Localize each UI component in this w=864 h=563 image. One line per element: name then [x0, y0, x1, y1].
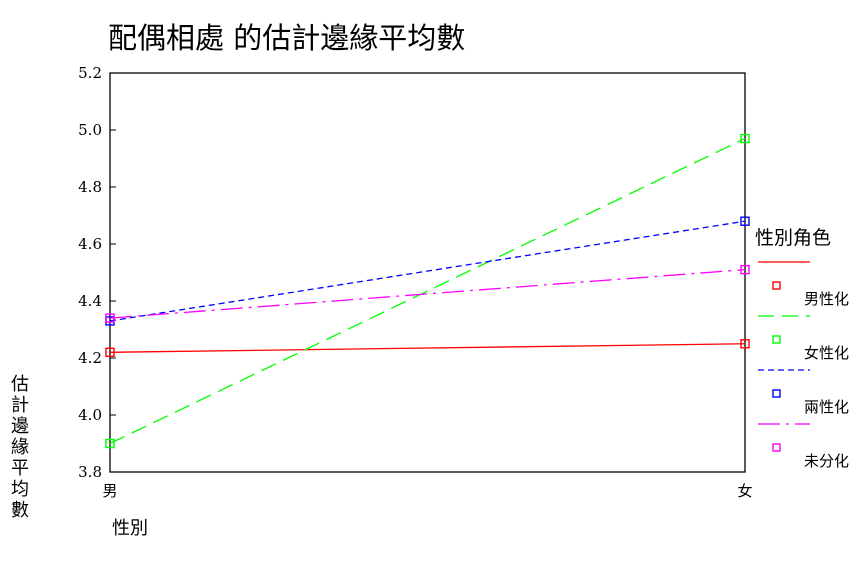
y-tick-label: 4.6 [78, 235, 102, 253]
series-line [109, 137, 746, 445]
legend-marker-sample [772, 281, 781, 290]
y-tick-label: 4.8 [78, 178, 102, 196]
legend-marker-sample [772, 443, 781, 452]
data-point-marker [105, 347, 115, 357]
y-axis-label-char: 估 [11, 374, 29, 395]
plot-area [109, 72, 746, 473]
x-tick-label: 女 [737, 482, 752, 500]
y-tick-label: 4.4 [78, 292, 102, 310]
data-point-marker [740, 339, 750, 349]
legend-title: 性別角色 [755, 227, 831, 249]
data-point-marker [740, 216, 750, 226]
y-tick-label: 4.0 [78, 406, 102, 424]
y-axis-label-char: 數 [11, 500, 29, 521]
data-point-marker [740, 133, 750, 144]
y-axis-label-char: 均 [11, 479, 29, 500]
x-tick-label: 男 [102, 482, 117, 500]
y-axis-label-char: 緣 [11, 437, 29, 458]
y-tick-label: 4.2 [78, 349, 102, 367]
x-axis: 男女 [102, 466, 753, 500]
legend-label: 兩性化 [804, 398, 849, 416]
y-axis-label-char: 計 [11, 395, 29, 416]
y-axis-label: 估計邊緣平均數 [11, 374, 29, 521]
series-group [105, 133, 750, 449]
series-line [109, 269, 746, 319]
data-point-marker [740, 264, 750, 275]
y-tick-label: 5.0 [78, 121, 102, 139]
series-line [109, 343, 746, 353]
legend-marker-sample [772, 389, 781, 398]
legend-label: 未分化 [804, 452, 849, 470]
data-point-marker [105, 313, 115, 323]
x-axis-label: 性別 [112, 518, 148, 539]
series-line [109, 220, 746, 322]
data-point-marker [105, 438, 115, 449]
y-axis-label-char: 平 [11, 458, 29, 479]
y-axis: 3.8 4.0 4.2 4.4 4.6 4.8 5.0 5.2 [78, 64, 116, 481]
chart-title: 配偶相處 的估計邊緣平均數 [108, 21, 465, 55]
y-tick-label: 3.8 [78, 463, 102, 481]
legend-label: 女性化 [804, 344, 849, 362]
y-axis-label-char: 邊 [11, 416, 29, 437]
y-tick-label: 5.2 [78, 64, 102, 82]
legend-marker-sample [772, 335, 781, 344]
legend-label: 男性化 [804, 290, 849, 308]
